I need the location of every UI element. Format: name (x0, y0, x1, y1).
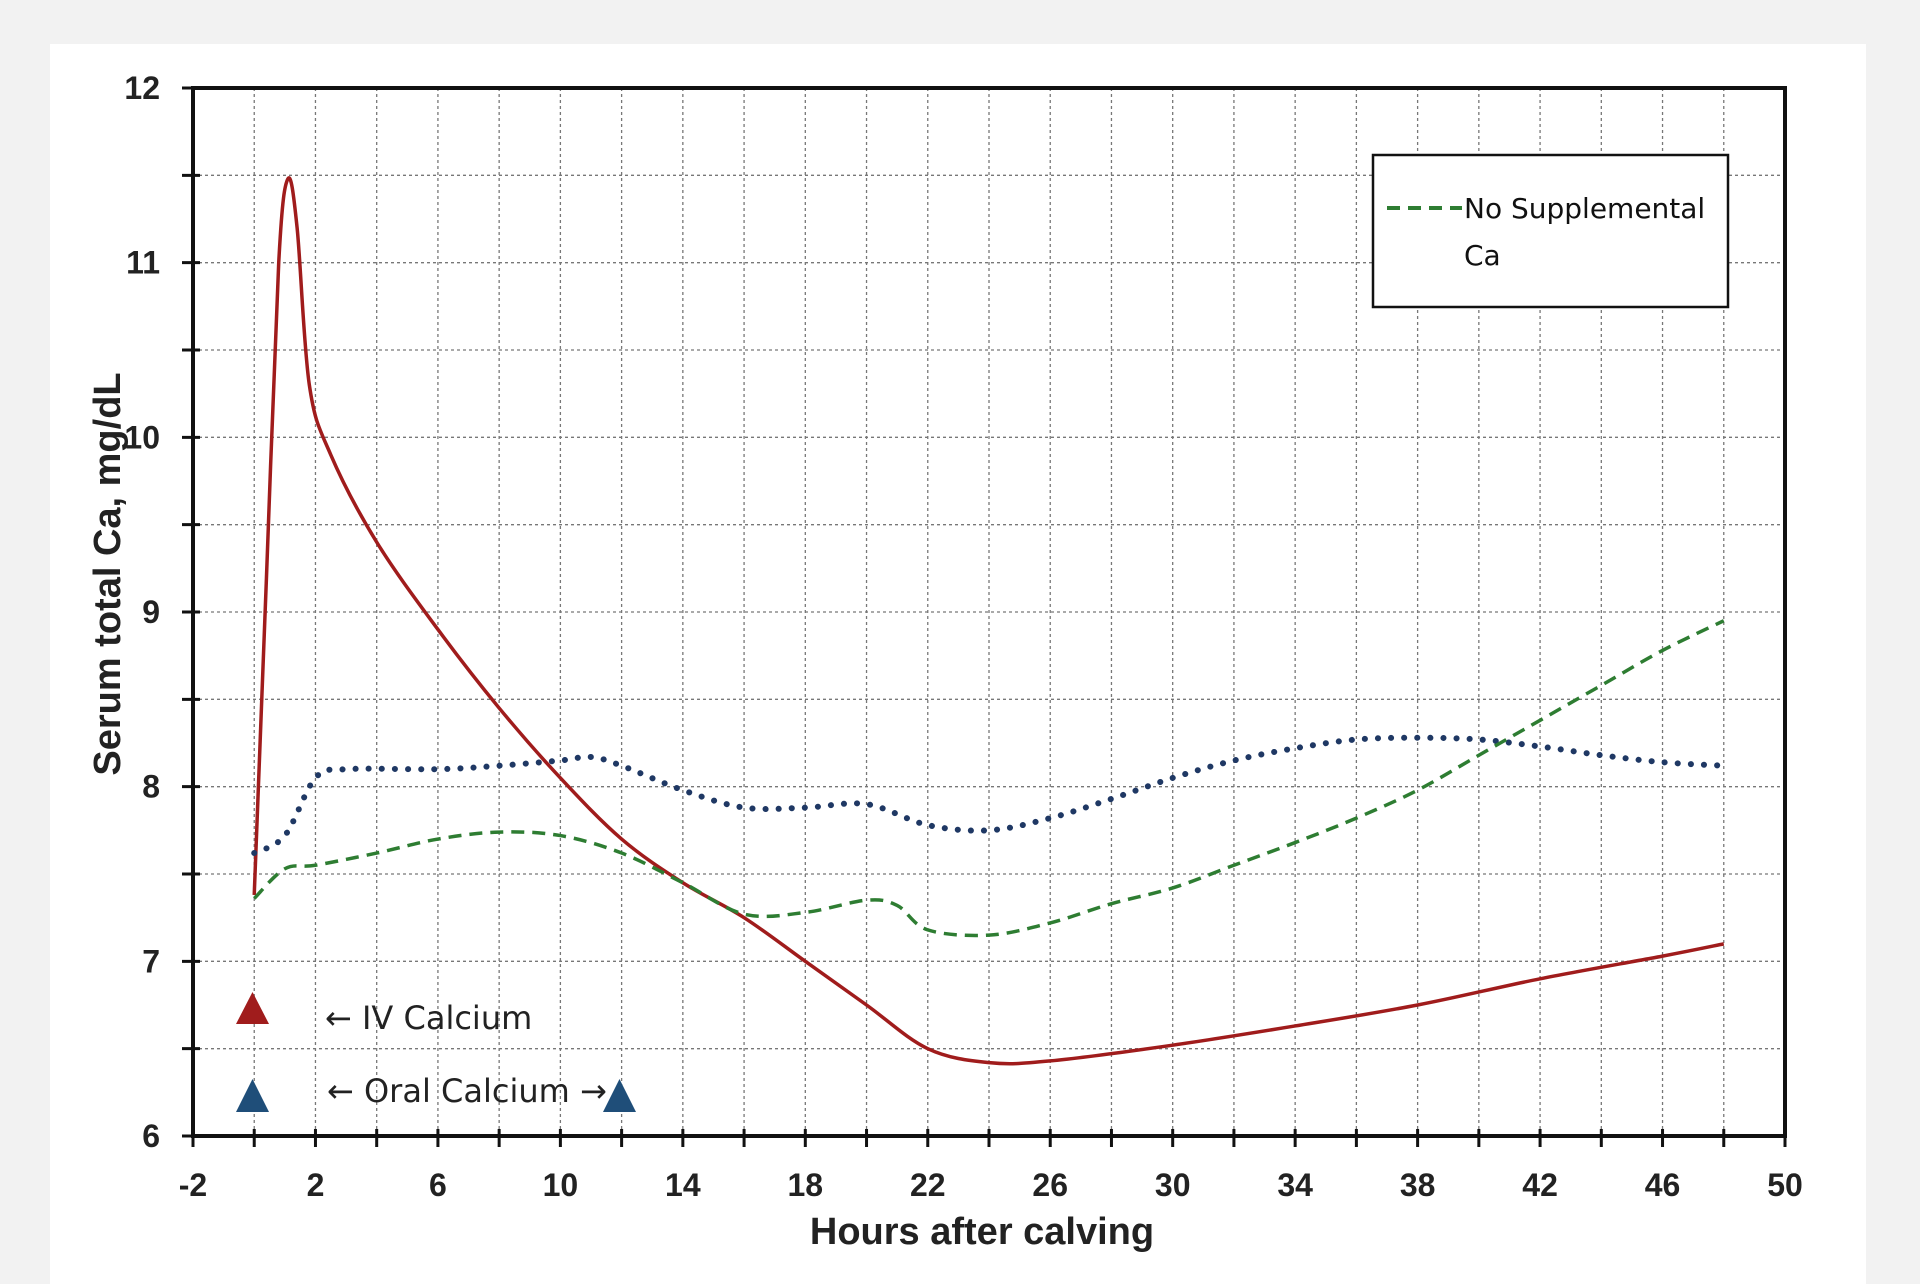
x-tick-label: 42 (1522, 1167, 1558, 1203)
x-tick-label: 50 (1767, 1167, 1803, 1203)
y-tick-label: 6 (142, 1118, 160, 1154)
x-tick-label: 18 (788, 1167, 824, 1203)
y-tick-label: 8 (142, 769, 160, 805)
chart-panel: -2 2 6 10 14 18 22 26 30 34 38 42 46 50 6 7 8 9 10 11 12 No … (50, 44, 1866, 1284)
oral-calcium-marker-start (236, 1079, 269, 1112)
y-tick-label: 10 (124, 419, 160, 455)
legend-entry-no-supplemental: No Supplemental Ca (1464, 192, 1714, 272)
x-tick-label: 22 (910, 1167, 946, 1203)
series-lines (251, 176, 1727, 1066)
x-tick-label: 46 (1645, 1167, 1681, 1203)
x-tick-label: 10 (543, 1167, 579, 1203)
x-tick-label: -2 (179, 1167, 207, 1203)
iv-calcium-marker (236, 992, 269, 1024)
legend-box (1371, 153, 1730, 309)
x-tick-label: 30 (1155, 1167, 1191, 1203)
series-line-iv (252, 176, 1725, 1066)
x-tick-label: 34 (1277, 1167, 1313, 1203)
treatment-annotations: ← IV Calcium ← Oral Calcium → (236, 992, 636, 1112)
x-tick-label: 6 (429, 1167, 447, 1203)
oral-calcium-marker-end (603, 1079, 636, 1112)
y-tick-label: 12 (124, 70, 160, 106)
y-tick-label: 9 (142, 594, 160, 630)
legend: No Supplemental Ca (1371, 153, 1730, 309)
series-line-none (252, 619, 1725, 938)
x-tick-label: 26 (1032, 1167, 1068, 1203)
x-tick-label: 14 (665, 1167, 701, 1203)
y-tick-label: 11 (126, 245, 160, 281)
y-tick-label: 7 (142, 943, 160, 979)
y-axis-title: Serum total Ca, mg/dL (87, 372, 129, 775)
iv-calcium-label: ← IV Calcium (325, 999, 532, 1037)
oral-calcium-label: ← Oral Calcium → (327, 1072, 607, 1110)
x-axis-title: Hours after calving (810, 1211, 1154, 1253)
x-tick-label: 38 (1400, 1167, 1436, 1203)
x-tick-label: 2 (307, 1167, 325, 1203)
